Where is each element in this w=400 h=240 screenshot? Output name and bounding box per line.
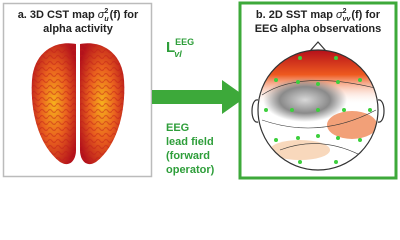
- shape: [377, 99, 385, 123]
- shape: [358, 138, 362, 142]
- text-part: vl: [174, 49, 182, 59]
- caption-line: (forward: [166, 150, 210, 162]
- text-part: σ: [336, 9, 343, 21]
- shape: [263, 78, 347, 122]
- shape: [274, 138, 278, 142]
- shape: [316, 82, 320, 86]
- text-part: (f) for: [110, 9, 139, 21]
- caption: EEG lead field (forward operator): [166, 122, 215, 176]
- text-part: (f) for: [351, 9, 380, 21]
- shape: [316, 108, 320, 112]
- figure: a. 3D CST map σ2 u(f) for alpha activity …: [2, 1, 398, 180]
- shape: [334, 160, 338, 164]
- shape: [316, 134, 320, 138]
- shape: [336, 136, 340, 140]
- panel-a-title: a. 3D CST map σ2 u(f) for: [18, 8, 139, 23]
- text-part: a. 3D CST map: [18, 9, 98, 21]
- shape: [296, 136, 300, 140]
- shape: [251, 99, 259, 123]
- panel-b-title-line2: EEG alpha observations: [255, 23, 382, 35]
- brain: [31, 43, 125, 165]
- shape: [80, 43, 125, 165]
- shape: [368, 108, 372, 112]
- text-part: 2: [343, 8, 347, 15]
- text-part: b. 2D SST map: [256, 9, 336, 21]
- shape: [274, 78, 278, 82]
- shape: [298, 56, 302, 60]
- shape: [264, 108, 268, 112]
- shape: [296, 80, 300, 84]
- panel-a-title-line2: alpha activity: [43, 23, 114, 35]
- text-part: u: [104, 16, 109, 23]
- text-part: EEG: [175, 37, 194, 47]
- panel-a: [2, 2, 153, 178]
- panel-b-title: b. 2D SST map σ2 vv(f) for: [256, 8, 381, 23]
- caption-line: lead field: [166, 136, 214, 148]
- operator: LEEG vl: [166, 37, 194, 59]
- caption-line: EEG: [166, 122, 189, 134]
- shape: [290, 108, 294, 112]
- text-part: L: [166, 39, 175, 56]
- shape: [342, 108, 346, 112]
- shape: [270, 140, 330, 160]
- text-part: vv: [343, 16, 352, 23]
- shape: [261, 80, 376, 96]
- shape: [31, 43, 76, 165]
- shape: [327, 111, 377, 139]
- shape: [257, 49, 379, 171]
- shape: [334, 56, 338, 60]
- shape: [279, 143, 361, 156]
- shape: [298, 160, 302, 164]
- arrow: [152, 80, 246, 114]
- caption-line: operator): [166, 164, 215, 176]
- shape: [358, 78, 362, 82]
- text-part: σ: [98, 9, 105, 21]
- shape: [261, 109, 377, 129]
- shape: [309, 41, 327, 52]
- shape: [336, 80, 340, 84]
- text-part: 2: [104, 8, 108, 15]
- shape: [264, 56, 372, 164]
